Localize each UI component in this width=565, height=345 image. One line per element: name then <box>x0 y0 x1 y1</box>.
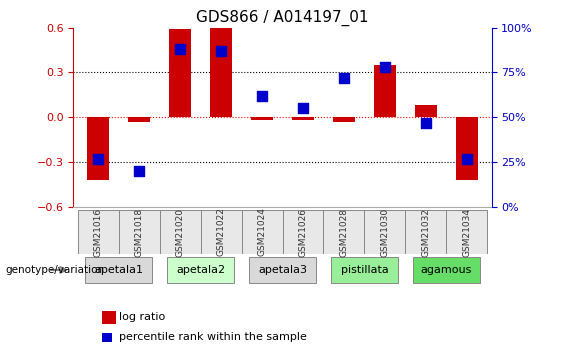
FancyBboxPatch shape <box>167 257 234 283</box>
Point <box>421 120 431 126</box>
Bar <box>373 65 396 117</box>
Text: GSM21022: GSM21022 <box>216 208 225 256</box>
Point <box>94 156 103 161</box>
Bar <box>210 26 232 117</box>
Title: GDS866 / A014197_01: GDS866 / A014197_01 <box>196 10 369 26</box>
Bar <box>456 117 478 180</box>
Text: GSM21030: GSM21030 <box>380 207 389 257</box>
Bar <box>128 117 150 122</box>
Bar <box>87 117 109 180</box>
Text: agamous: agamous <box>421 265 472 275</box>
Text: GSM21032: GSM21032 <box>421 207 431 257</box>
Text: GSM21026: GSM21026 <box>298 207 307 257</box>
FancyBboxPatch shape <box>331 257 398 283</box>
Bar <box>333 117 355 122</box>
Bar <box>201 210 241 254</box>
Text: genotype/variation: genotype/variation <box>6 265 105 275</box>
FancyBboxPatch shape <box>85 257 153 283</box>
Point <box>176 46 185 52</box>
Text: apetala2: apetala2 <box>176 265 225 275</box>
Point <box>340 75 349 81</box>
Text: GSM21034: GSM21034 <box>463 207 471 257</box>
Text: GSM21020: GSM21020 <box>176 207 185 257</box>
Bar <box>415 105 437 117</box>
Point <box>298 106 307 111</box>
Bar <box>241 210 282 254</box>
Point <box>216 48 225 54</box>
FancyBboxPatch shape <box>249 257 316 283</box>
Text: log ratio: log ratio <box>119 313 165 322</box>
Point <box>462 156 471 161</box>
Bar <box>119 210 159 254</box>
Text: GSM21028: GSM21028 <box>340 207 349 257</box>
Text: apetala1: apetala1 <box>94 265 143 275</box>
Text: pistillata: pistillata <box>341 265 388 275</box>
Bar <box>292 117 314 120</box>
Bar <box>324 210 364 254</box>
Text: GSM21016: GSM21016 <box>94 207 102 257</box>
Bar <box>446 210 488 254</box>
Text: percentile rank within the sample: percentile rank within the sample <box>119 333 307 342</box>
FancyBboxPatch shape <box>412 257 480 283</box>
Bar <box>251 117 273 120</box>
Bar <box>77 210 119 254</box>
Text: GSM21024: GSM21024 <box>258 208 267 256</box>
Bar <box>364 210 406 254</box>
Text: apetala3: apetala3 <box>258 265 307 275</box>
Point <box>258 93 267 99</box>
Bar <box>159 210 201 254</box>
Bar <box>282 210 324 254</box>
Point <box>134 168 144 174</box>
Bar <box>169 29 192 117</box>
Point <box>380 64 389 70</box>
Text: GSM21018: GSM21018 <box>134 207 144 257</box>
Bar <box>406 210 446 254</box>
